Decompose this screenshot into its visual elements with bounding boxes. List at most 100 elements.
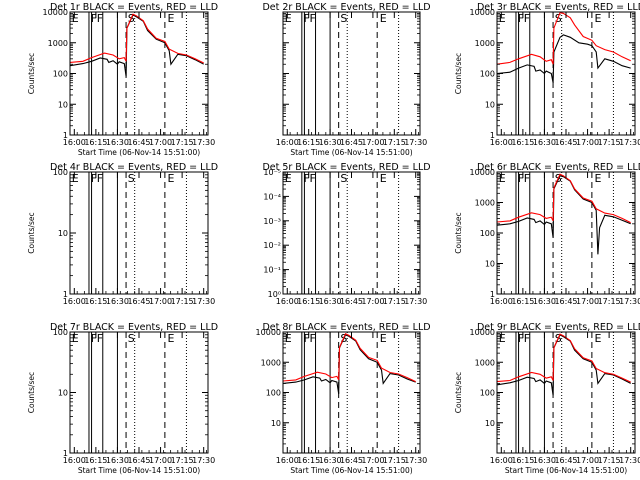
x-tick-label: 16:30 <box>319 456 342 465</box>
event-marker-label: E <box>380 172 387 185</box>
event-marker-label: E <box>167 332 174 345</box>
event-marker-label: E <box>499 172 506 185</box>
x-tick-label: 16:15 <box>84 456 107 465</box>
y-tick-label: 100 <box>53 70 68 79</box>
y-tick-label: 1000 <box>475 199 495 208</box>
x-tick-label: 16:45 <box>554 138 577 147</box>
x-tick-label: 16:30 <box>106 297 129 306</box>
event-marker-label: E <box>285 172 292 185</box>
event-marker-label: S <box>128 172 135 185</box>
x-tick-label: 17:30 <box>192 456 215 465</box>
x-tick-label: 16:30 <box>533 456 556 465</box>
event-marker-label: F <box>518 12 524 25</box>
event-marker-label: F <box>304 172 310 185</box>
x-axis-label: Start Time (06-Nov-14 15:51:00) <box>78 466 200 475</box>
y-tick-label: 1000 <box>475 358 495 367</box>
event-marker-label: E <box>499 332 506 345</box>
x-tick-label: 17:00 <box>576 297 599 306</box>
y-tick-label: 1 <box>63 290 68 299</box>
y-tick-label: 1 <box>490 131 495 140</box>
x-tick-label: 16:45 <box>127 456 150 465</box>
event-marker-label: S <box>340 12 347 25</box>
x-tick-label: 17:30 <box>619 456 640 465</box>
panel-title: Det 4r BLACK = Events, RED = LLD <box>50 162 218 173</box>
x-tick-label: 17:00 <box>361 456 384 465</box>
y-axis-label: Counts/sec <box>454 372 463 413</box>
x-tick-label: 17:00 <box>361 297 384 306</box>
x-tick-label: 17:30 <box>619 138 640 147</box>
x-tick-label: 16:00 <box>63 456 86 465</box>
panel-title: Det 1r BLACK = Events, RED = LLD <box>50 2 218 13</box>
x-tick-label: 16:15 <box>511 297 534 306</box>
y-tick-label: 10 <box>58 389 68 398</box>
event-marker-label: F <box>97 172 103 185</box>
x-tick-label: 16:45 <box>127 297 150 306</box>
x-tick-label: 17:30 <box>619 297 640 306</box>
y-tick-label: 100 <box>480 389 495 398</box>
y-tick-label: 10000 <box>256 328 281 337</box>
y-axis-label: Counts/sec <box>27 372 36 413</box>
y-tick-label: 10000 <box>43 8 68 17</box>
y-tick-label: 10 <box>271 419 281 428</box>
x-tick-label: 16:15 <box>84 138 107 147</box>
event-marker-label: E <box>499 12 506 25</box>
y-tick-label: 10 <box>485 260 495 269</box>
panel-title: Det 7r BLACK = Events, RED = LLD <box>50 322 218 333</box>
event-marker-label: E <box>72 332 79 345</box>
event-marker-label: E <box>285 12 292 25</box>
event-marker-label: E <box>380 332 387 345</box>
x-tick-label: 17:30 <box>404 456 427 465</box>
x-tick-label: 17:00 <box>149 297 172 306</box>
x-tick-label: 16:30 <box>533 138 556 147</box>
x-tick-label: 16:45 <box>340 138 363 147</box>
event-marker-label: E <box>594 332 601 345</box>
y-axis-label: Counts/sec <box>454 53 463 94</box>
x-tick-label: 17:15 <box>171 456 194 465</box>
x-tick-label: 17:00 <box>576 138 599 147</box>
y-tick-label: 10⁻³ <box>263 217 281 226</box>
y-tick-label: 10000 <box>470 8 495 17</box>
event-marker-label: E <box>594 172 601 185</box>
x-tick-label: 17:00 <box>361 138 384 147</box>
event-marker-label: F <box>518 332 524 345</box>
x-tick-label: 17:00 <box>149 456 172 465</box>
y-tick-label: 100 <box>480 229 495 238</box>
panel-title: Det 8r BLACK = Events, RED = LLD <box>262 322 430 333</box>
y-tick-label: 10⁻⁵ <box>263 168 281 177</box>
event-marker-label: E <box>72 12 79 25</box>
x-tick-label: 16:15 <box>297 456 320 465</box>
y-tick-label: 1 <box>490 290 495 299</box>
y-axis-label: Counts/sec <box>27 212 36 253</box>
x-tick-label: 16:45 <box>127 138 150 147</box>
x-tick-label: 16:15 <box>297 138 320 147</box>
y-tick-label: 10⁻¹ <box>263 266 281 275</box>
x-tick-label: 16:45 <box>554 297 577 306</box>
y-tick-label: 10 <box>485 100 495 109</box>
lld-series-line <box>283 333 416 383</box>
x-tick-label: 16:00 <box>63 138 86 147</box>
x-tick-label: 17:30 <box>192 297 215 306</box>
y-tick-label: 10⁻⁴ <box>263 192 281 201</box>
x-tick-label: 17:30 <box>404 297 427 306</box>
x-tick-label: 17:15 <box>383 456 406 465</box>
event-marker-label: E <box>594 12 601 25</box>
event-marker-label: F <box>91 12 97 25</box>
y-tick-label: 10 <box>58 229 68 238</box>
x-tick-label: 16:45 <box>340 456 363 465</box>
y-axis-label: Counts/sec <box>27 53 36 94</box>
x-tick-label: 16:00 <box>490 456 513 465</box>
x-tick-label: 17:15 <box>383 138 406 147</box>
y-tick-label: 1 <box>63 449 68 458</box>
x-tick-label: 16:30 <box>319 297 342 306</box>
y-tick-label: 100 <box>53 328 68 337</box>
y-tick-label: 10000 <box>470 168 495 177</box>
event-marker-label: E <box>167 12 174 25</box>
x-tick-label: 16:45 <box>340 297 363 306</box>
lld-series-line <box>497 333 631 383</box>
